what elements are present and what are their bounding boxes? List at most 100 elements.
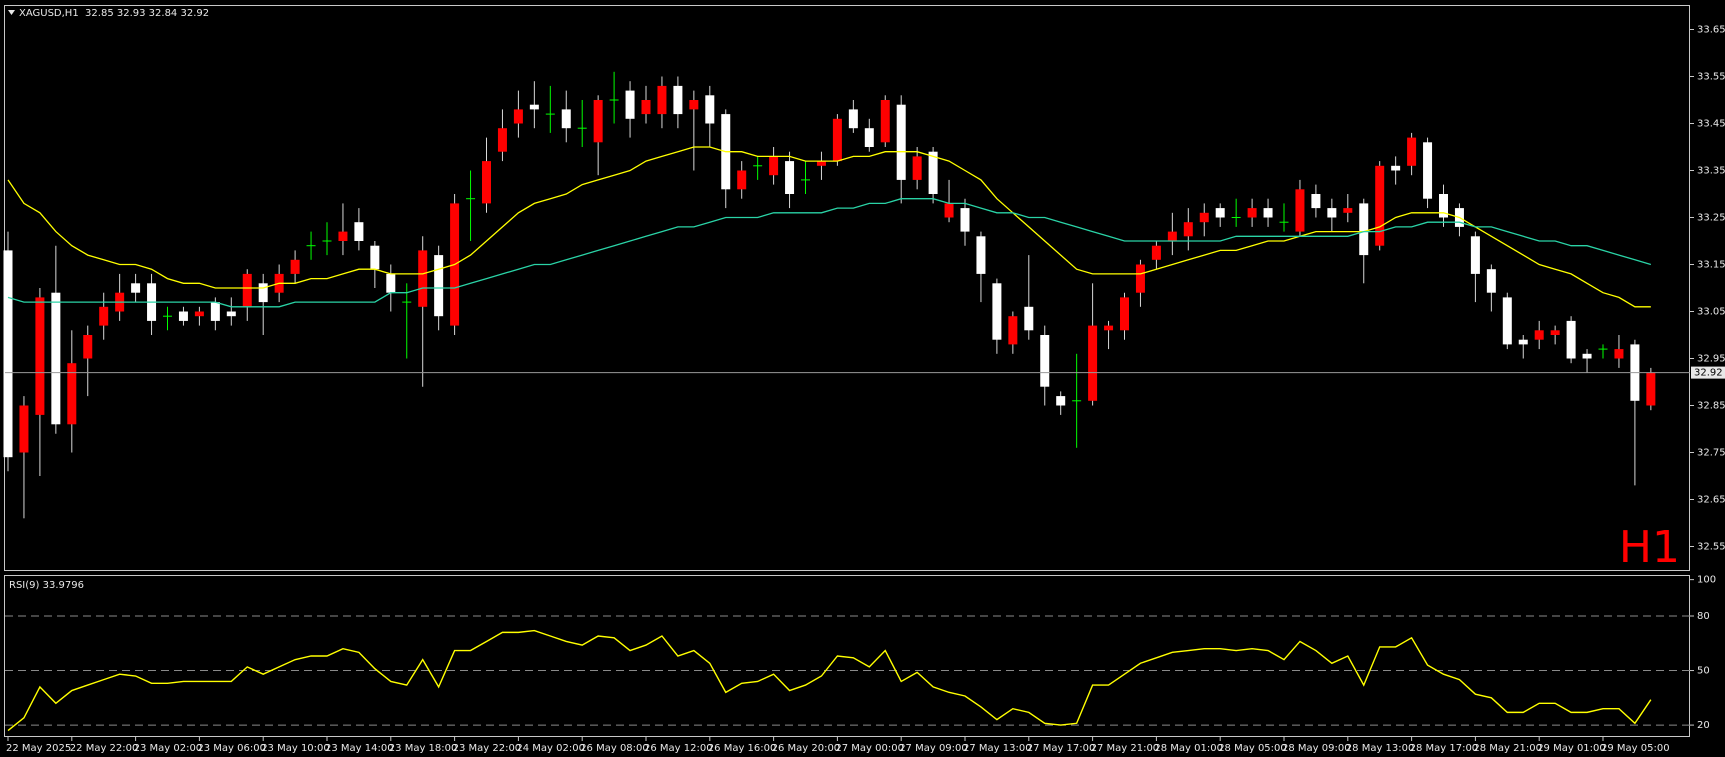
candle-body [625, 90, 635, 119]
candle-body [1104, 325, 1114, 331]
candle-body [705, 95, 715, 124]
candle-body [1534, 330, 1544, 340]
y-tick-label: 20 [1697, 720, 1710, 731]
rsi-pane-frame [4, 575, 1690, 737]
candle-body [1151, 245, 1161, 260]
candle-body [1056, 396, 1066, 406]
x-tick-label: 23 May 14:00 [325, 743, 394, 754]
y-tick-label: 33.65 [1697, 25, 1725, 36]
x-tick-label: 27 May 09:00 [899, 743, 968, 754]
current-price-box [1691, 366, 1725, 379]
candle-body [258, 283, 268, 303]
candle-body [992, 283, 1002, 340]
x-tick-label: 28 May 09:00 [1282, 743, 1351, 754]
x-tick-label: 27 May 00:00 [835, 743, 904, 754]
candle-body [593, 100, 603, 143]
candle-body [434, 255, 444, 317]
x-tick-label: 26 May 08:00 [580, 743, 649, 754]
candle-body [338, 231, 348, 241]
candle-body [1566, 320, 1576, 359]
candle-body [482, 161, 491, 204]
candle-body [1327, 208, 1337, 218]
candle-body [832, 118, 842, 162]
y-tick-label: 32.55 [1697, 542, 1725, 553]
candle-body [1263, 208, 1273, 218]
candle-body [1518, 339, 1528, 345]
candle-body [1423, 142, 1433, 199]
candle-body [386, 273, 396, 293]
x-tick-label: 22 May 2025 [6, 743, 71, 754]
y-tick-label: 33.55 [1697, 72, 1725, 83]
candle-body [210, 302, 220, 321]
candle-body [354, 222, 364, 241]
candle-body [1343, 208, 1353, 213]
y-tick-label: 80 [1697, 611, 1710, 622]
y-tick-label: 32.75 [1697, 448, 1725, 459]
candle-body [561, 109, 571, 129]
candle-body [1614, 349, 1624, 359]
y-tick-label: 33.45 [1697, 119, 1725, 130]
x-tick-label: 26 May 20:00 [772, 743, 841, 754]
candle-body [513, 109, 523, 124]
x-tick-label: 28 May 21:00 [1473, 743, 1542, 754]
candle-body [19, 405, 29, 453]
x-tick-label: 22 May 22:00 [70, 743, 139, 754]
y-tick-label: 33.15 [1697, 260, 1725, 271]
candle-body [99, 306, 109, 326]
moving-average-line [7, 146, 1651, 308]
x-tick-label: 23 May 22:00 [453, 743, 522, 754]
rsi-title: RSI(9) 33.9796 [9, 580, 84, 591]
candle-body [1486, 269, 1496, 293]
candle-body [1215, 208, 1225, 218]
y-tick-label: 32.65 [1697, 495, 1725, 506]
candle-body [928, 151, 938, 194]
candle-body [864, 128, 874, 147]
candle-body [1375, 165, 1385, 246]
candle-body [1391, 165, 1401, 171]
candle-body [960, 208, 970, 232]
candle-body [1088, 325, 1098, 401]
candle-body [529, 104, 539, 110]
candle-body [290, 259, 300, 274]
x-tick-label: 29 May 01:00 [1537, 743, 1606, 754]
candle-body [194, 311, 204, 317]
candle-body [51, 292, 61, 425]
candle-body [1040, 335, 1050, 387]
x-tick-label: 28 May 17:00 [1410, 743, 1479, 754]
candle-body [1550, 330, 1560, 335]
y-tick-label: 33.25 [1697, 213, 1725, 224]
candle-body [1120, 297, 1129, 331]
candle-body [226, 311, 236, 317]
current-price-label: 32.92 [1694, 368, 1723, 379]
x-tick-label: 23 May 06:00 [197, 743, 266, 754]
y-tick-label: 32.95 [1697, 354, 1725, 365]
candle-body [657, 85, 667, 115]
x-tick-label: 27 May 13:00 [963, 743, 1032, 754]
candle-body [1135, 264, 1145, 293]
x-tick-label: 27 May 17:00 [1027, 743, 1096, 754]
timeframe-annotation: H1 [1619, 522, 1680, 573]
candle-body [1247, 208, 1257, 218]
y-tick-label: 33.05 [1697, 307, 1725, 318]
x-tick-label: 28 May 13:00 [1346, 743, 1415, 754]
candle-body [1311, 194, 1321, 209]
x-tick-label: 26 May 12:00 [644, 743, 713, 754]
candle-body [370, 245, 380, 270]
candle-body [896, 104, 906, 180]
candle-body [785, 161, 795, 194]
x-tick-label: 29 May 05:00 [1601, 743, 1670, 754]
x-tick-label: 27 May 21:00 [1091, 743, 1160, 754]
candle-body [1439, 194, 1448, 218]
candle-body [737, 170, 747, 190]
candle-body [641, 100, 651, 115]
candle-body [3, 250, 13, 458]
candle-body [848, 109, 858, 129]
x-tick-label: 26 May 16:00 [708, 743, 777, 754]
candle-body [673, 85, 683, 115]
candle-body [1646, 372, 1656, 406]
y-tick-label: 32.85 [1697, 401, 1725, 412]
x-tick-label: 28 May 01:00 [1154, 743, 1223, 754]
candle-body [1407, 137, 1417, 166]
